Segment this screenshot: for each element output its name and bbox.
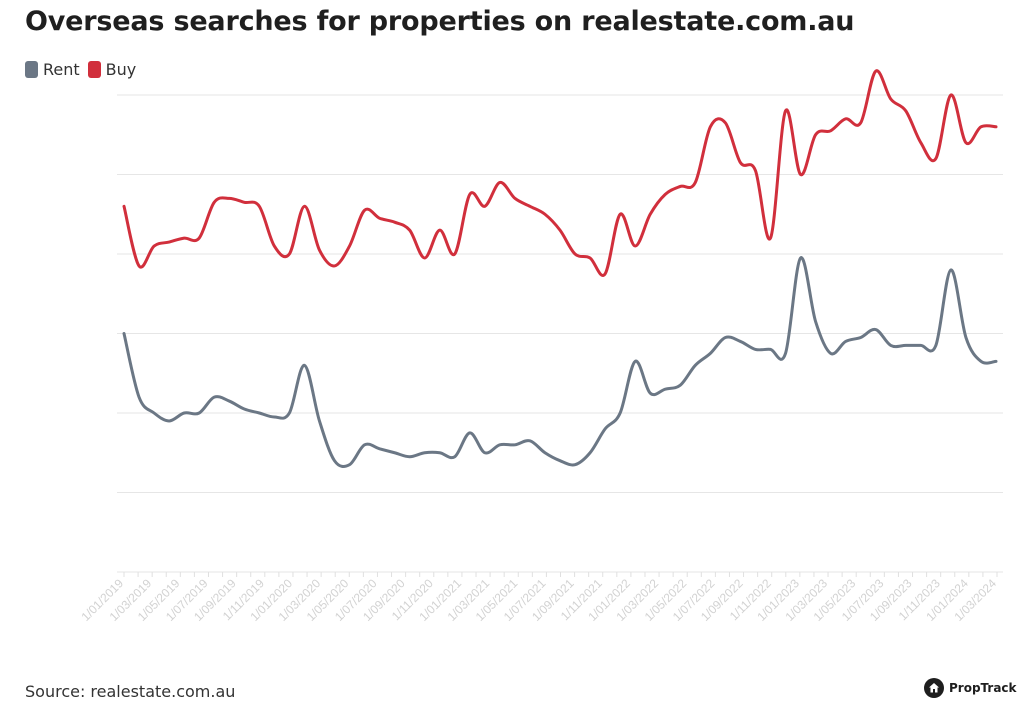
legend-swatch-rent [25, 61, 38, 78]
line-chart: 1/01/20191/03/20191/05/20191/07/20191/09… [78, 69, 1003, 624]
chart-title: Overseas searches for properties on real… [25, 6, 855, 37]
proptrack-logo: PropTrack [924, 678, 1017, 698]
x-axis: 1/01/20191/03/20191/05/20191/07/20191/09… [78, 572, 999, 624]
gridlines [117, 94, 1003, 573]
legend-item-rent[interactable]: Rent [25, 60, 80, 79]
legend-swatch-buy [87, 61, 101, 78]
legend-label-buy: Buy [105, 60, 137, 79]
series-line-rent [122, 256, 998, 469]
series-lines [122, 69, 998, 469]
source-note: Source: realestate.com.au [25, 682, 236, 701]
house-icon [924, 678, 944, 698]
brand-name: PropTrack [949, 681, 1017, 695]
series-line-buy [122, 69, 998, 277]
legend-label-rent: Rent [43, 60, 80, 79]
legend-item-buy[interactable]: Buy [87, 60, 137, 79]
chart-legend: Rent Buy [25, 60, 136, 79]
